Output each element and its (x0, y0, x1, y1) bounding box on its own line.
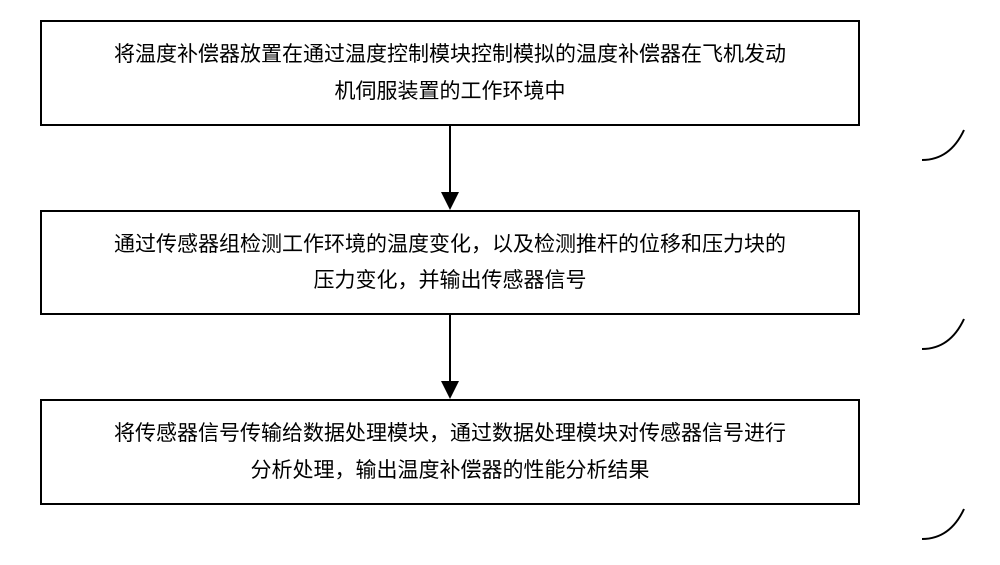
leader-curve (922, 315, 972, 351)
arrow-down-icon (441, 381, 459, 399)
connector-line (449, 315, 451, 381)
connector (40, 126, 860, 210)
flowchart-container: 将温度补偿器放置在通过温度控制模块控制模拟的温度补偿器在飞机发动 机伺服装置的工… (40, 20, 960, 505)
flow-step: 将温度补偿器放置在通过温度控制模块控制模拟的温度补偿器在飞机发动 机伺服装置的工… (40, 20, 960, 126)
flow-step: 将传感器信号传输给数据处理模块，通过数据处理模块对传感器信号进行 分析处理，输出… (40, 399, 960, 505)
leader-curve (922, 126, 972, 162)
arrow-down-icon (441, 192, 459, 210)
flow-box-120: 通过传感器组检测工作环境的温度变化，以及检测推杆的位移和压力块的 压力变化，并输… (40, 210, 860, 316)
flow-box-130: 将传感器信号传输给数据处理模块，通过数据处理模块对传感器信号进行 分析处理，输出… (40, 399, 860, 505)
flow-box-text: 将传感器信号传输给数据处理模块，通过数据处理模块对传感器信号进行 分析处理，输出… (114, 415, 786, 489)
connector-line (449, 126, 451, 192)
flow-box-text: 通过传感器组检测工作环境的温度变化，以及检测推杆的位移和压力块的 压力变化，并输… (114, 226, 786, 300)
connector (40, 315, 860, 399)
flow-box-text: 将温度补偿器放置在通过温度控制模块控制模拟的温度补偿器在飞机发动 机伺服装置的工… (114, 36, 786, 110)
leader-curve (922, 505, 972, 541)
flow-step: 通过传感器组检测工作环境的温度变化，以及检测推杆的位移和压力块的 压力变化，并输… (40, 210, 960, 316)
flow-box-110: 将温度补偿器放置在通过温度控制模块控制模拟的温度补偿器在飞机发动 机伺服装置的工… (40, 20, 860, 126)
